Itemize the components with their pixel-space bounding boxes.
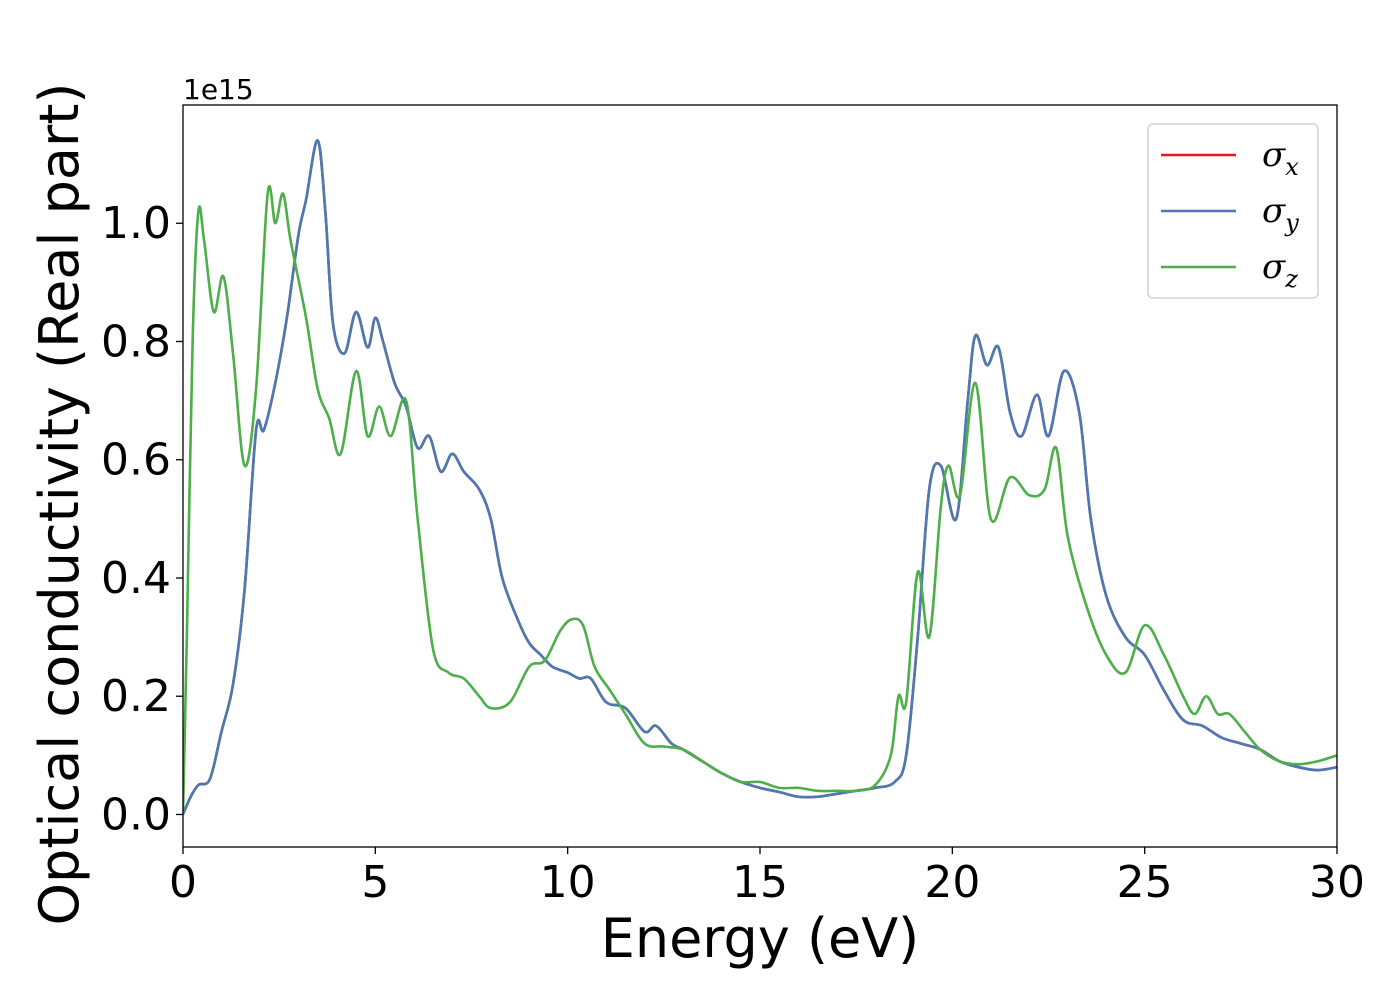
x-tick-label: 25	[1117, 857, 1173, 908]
x-tick-label: 30	[1309, 857, 1365, 908]
plot-area	[182, 104, 1338, 848]
y-tick-label: 0.6	[101, 435, 171, 486]
x-axis-ticks: 0 5 10 15 20 25 30	[169, 847, 1365, 908]
x-tick-label: 10	[540, 857, 596, 908]
x-tick-label: 20	[924, 857, 980, 908]
y-tick-label: 0.0	[101, 789, 171, 840]
x-tick-label: 0	[169, 857, 197, 908]
axes-background	[183, 105, 1337, 847]
y-offset-text: 1e15	[183, 73, 254, 106]
y-tick-label: 1.0	[101, 198, 171, 249]
x-tick-label: 15	[732, 857, 788, 908]
legend-label-y: σy	[1262, 191, 1299, 237]
legend: σx σy σz	[1147, 123, 1319, 299]
series-line-y	[183, 139, 1337, 815]
y-tick-label: 0.8	[101, 316, 171, 367]
y-axis-label: Optical conductivity (Real part)	[28, 83, 91, 926]
x-tick-label: 5	[361, 857, 389, 908]
legend-label-x: σx	[1262, 135, 1299, 181]
x-axis-label: Energy (eV)	[601, 907, 920, 970]
series-line-z	[183, 184, 1337, 815]
series-layer	[183, 139, 1337, 815]
y-tick-label: 0.4	[101, 553, 171, 604]
y-tick-label: 0.2	[101, 671, 171, 722]
y-axis-ticks: 0.0 0.2 0.4 0.6 0.8 1.0	[101, 198, 183, 840]
legend-label-z: σz	[1262, 247, 1298, 293]
